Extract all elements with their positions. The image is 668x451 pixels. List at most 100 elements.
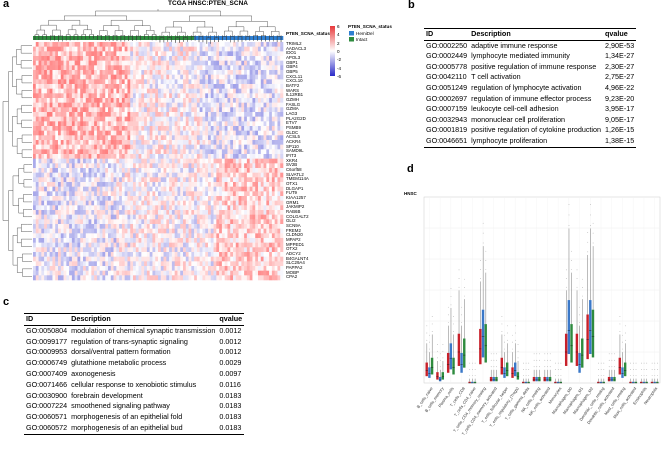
- box-mark: [489, 353, 493, 382]
- go-table-b: ID Description qvalue GO:0002250 adaptive…: [424, 28, 637, 148]
- table-row: GO:0050804 modulation of chemical synapti…: [24, 325, 244, 336]
- qvalue-cell: 1,38E-15: [603, 135, 637, 148]
- gene-label: PLA2G2D: [286, 115, 306, 121]
- gene-label: ACSL5: [286, 134, 300, 140]
- gene-label: GLDC: [286, 129, 299, 135]
- gene-label: FREM2: [286, 227, 301, 233]
- box-mark: [656, 362, 659, 384]
- box-mark: [471, 362, 474, 384]
- box-mark: [567, 204, 571, 355]
- table-row: GO:0046651 lymphocyte proliferation 1,38E-…: [424, 135, 637, 148]
- box-mark: [452, 316, 455, 375]
- gene-label: GBP4: [286, 64, 298, 70]
- box-mark: [632, 362, 635, 384]
- color-scale-tick: -6: [337, 73, 342, 79]
- go-description-cell: glutathione metabolic process: [71, 358, 167, 368]
- table-row: GO:0007224 smoothened signaling pathway 0.…: [24, 401, 244, 412]
- gene-label: GBP5: [286, 69, 298, 74]
- box-mark: [514, 325, 517, 377]
- gene-label: IFIT3: [286, 153, 297, 158]
- table-row: GO:0071466 cellular response to xenobioti…: [24, 380, 244, 391]
- gene-label: SCN9A: [286, 223, 301, 228]
- box-mark: [650, 362, 654, 384]
- gene-label: BATF2: [286, 83, 300, 88]
- gene-label: FUT9: [286, 190, 297, 196]
- go-id-cell: GO:0060571: [26, 412, 68, 422]
- go-description-cell: positive regulation of immune response: [471, 61, 597, 71]
- box-mark: [623, 325, 627, 377]
- table-row: GO:0002697 regulation of immune effector …: [424, 94, 636, 105]
- go-description-cell: morphogenesis of an epithelial fold: [71, 412, 183, 422]
- annotation-label: PTEN_SCNA_status: [286, 31, 330, 36]
- gene-label: ADCY2: [286, 251, 301, 256]
- gene-label: CPA2: [286, 274, 298, 280]
- box-mark: [463, 278, 466, 368]
- box-mark: [441, 344, 445, 380]
- box-mark: [468, 362, 471, 384]
- table-row: GO:0060572 morphogenesis of an epithelial…: [24, 422, 245, 435]
- table-row: GO:0001819 positive regulation of cytokin…: [424, 125, 636, 136]
- box-mark: [591, 222, 595, 358]
- qvalue-cell: 0.0012: [219, 347, 242, 357]
- legend-title: PTEN_SCNA_status: [348, 24, 392, 29]
- color-scale-tick: 2: [337, 40, 340, 46]
- box-mark: [548, 353, 552, 382]
- box-mark: [500, 316, 504, 375]
- gene-label: RAB6B: [286, 209, 301, 214]
- table-row: GO:0051249 regulation of lymphocyte activ…: [424, 83, 636, 94]
- go-description-cell: mononuclear cell proliferation: [471, 114, 566, 124]
- go-description-cell: adaptive immune response: [471, 40, 558, 50]
- go-description-cell: smoothened signaling pathway: [71, 401, 170, 411]
- gene-label: TMEM114A: [286, 176, 309, 182]
- go-description-cell: regulation of trans-synaptic signaling: [71, 336, 188, 346]
- box-mark: [589, 204, 592, 355]
- gene-label: KIAA1257: [286, 195, 306, 200]
- gene-label: FASLG: [286, 101, 301, 107]
- gene-label: LAG3: [286, 111, 298, 116]
- go-description-cell: positive regulation of cytokine producti…: [471, 125, 602, 135]
- box-mark: [554, 362, 557, 384]
- table-row: GO:0032943 mononuclear cell proliferation…: [424, 115, 636, 126]
- box-mark: [505, 325, 509, 377]
- go-id-cell: GO:0032943: [426, 114, 468, 124]
- qvalue-cell: 1,26E-15: [605, 125, 635, 135]
- go-description-cell: dorsal/ventral pattern formation: [71, 347, 171, 357]
- box-mark: [532, 353, 536, 382]
- heatmap: [2, 9, 354, 281]
- go-id-cell: GO:0007224: [26, 401, 68, 411]
- color-scale-tick: 6: [337, 24, 340, 29]
- box-mark: [457, 269, 461, 366]
- gene-label: CLDN20: [286, 232, 303, 238]
- panel-d-letter: d: [407, 163, 414, 175]
- box-mark: [629, 362, 632, 384]
- qvalue-cell: 0.0183: [217, 422, 245, 435]
- gene-label: SLVATL2: [286, 171, 304, 177]
- table-row: GO:0042110 T cell activation 2,75E-27: [424, 72, 636, 83]
- gene-label: DLGAP1: [286, 185, 304, 191]
- gene-label: ETV7: [286, 120, 297, 126]
- gene-label: GLI2: [286, 218, 296, 224]
- go-id-cell: GO:0006749: [26, 358, 68, 368]
- go-id-cell: GO:0002697: [426, 93, 468, 103]
- gene-label: WARS: [286, 87, 300, 93]
- col-qvalue: qvalue: [603, 28, 637, 41]
- go-id-cell: GO:0060572: [24, 422, 70, 435]
- table-row: GO:0006749 glutathione metabolic process 0…: [24, 358, 244, 369]
- go-id-cell: GO:0009953: [26, 347, 68, 357]
- qvalue-cell: 2,90E-53: [605, 40, 635, 50]
- gene-label: OTX2: [286, 246, 298, 252]
- box-mark: [495, 353, 498, 382]
- go-id-cell: GO:0002250: [426, 40, 468, 50]
- qvalue-cell: 9,23E-20: [605, 93, 635, 103]
- col-qvalue: qvalue: [217, 313, 245, 326]
- legend-intact-swatch: [349, 37, 354, 42]
- box-mark: [538, 353, 541, 382]
- qvalue-cell: 0.0012: [219, 325, 242, 335]
- box-mark: [607, 353, 611, 382]
- box-mark: [645, 362, 648, 384]
- go-id-cell: GO:0042110: [426, 72, 467, 82]
- gene-label: OTX1: [286, 181, 298, 186]
- gene-label: SP110: [286, 143, 299, 149]
- box-mark: [492, 353, 495, 382]
